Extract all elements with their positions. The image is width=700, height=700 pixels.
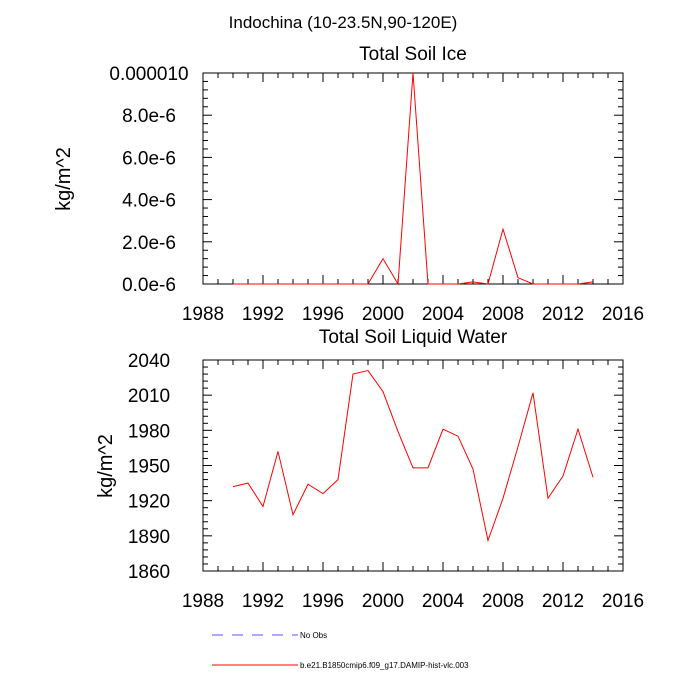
x-tick-label: 1996 (302, 591, 344, 612)
x-tick-label: 2008 (482, 304, 524, 325)
series-layer (233, 72, 594, 286)
figure-suptitle: Indochina (10-23.5N,90-120E) (229, 13, 458, 32)
x-ticks: 1988 1992 1996 2000 2004 2008 2012 2016 (182, 73, 644, 325)
legend: No Obs b.e21.B1850cmip6.f09_g17.DAMIP-hi… (212, 631, 469, 670)
y-tick-label: 4.0e-6 (122, 191, 176, 212)
panel-title: Total Soil Ice (359, 44, 467, 65)
x-tick-label: 2012 (542, 591, 584, 612)
legend-label-no-obs: No Obs (300, 631, 327, 640)
x-tick-label: 2008 (482, 591, 524, 612)
x-tick-label: 2016 (602, 304, 644, 325)
y-ticks: 0.0e-6 2.0e-6 4.0e-6 6.0e-6 8.0e-6 0.000010 (109, 64, 623, 296)
x-tick-label: 1996 (302, 304, 344, 325)
x-tick-label: 2004 (422, 591, 465, 612)
y-ticks: 1860 1890 1920 1950 1980 2010 2040 (128, 351, 623, 583)
y-tick-label: 8.0e-6 (122, 106, 176, 127)
legend-label-model: b.e21.B1850cmip6.f09_g17.DAMIP-hist-vlc.… (300, 661, 469, 670)
y-tick-label: 2010 (128, 386, 170, 407)
x-tick-label: 1992 (242, 591, 284, 612)
x-tick-label: 2000 (362, 304, 404, 325)
plot-frame (202, 72, 624, 285)
panel-soil-ice: Total Soil Ice kg/m^2 1988 1992 1996 2000 20… (53, 44, 644, 325)
x-tick-label: 2004 (422, 304, 465, 325)
panel-title: Total Soil Liquid Water (319, 327, 508, 348)
y-tick-label: 1920 (128, 492, 170, 513)
x-tick-label: 2016 (602, 591, 644, 612)
x-tick-label: 2012 (542, 304, 584, 325)
series-line (233, 72, 594, 286)
y-tick-label: 2040 (128, 351, 170, 372)
x-tick-label: 1988 (182, 591, 224, 612)
x-tick-label: 1992 (242, 304, 284, 325)
y-tick-label: 1980 (128, 421, 170, 442)
x-tick-label: 1988 (182, 304, 224, 325)
y-tick-label: 1860 (128, 562, 170, 583)
plot-frame (202, 359, 624, 572)
y-tick-label: 0.000010 (109, 64, 188, 85)
x-tick-label: 2000 (362, 591, 404, 612)
series-line (232, 369, 594, 543)
series-layer (232, 369, 594, 543)
y-axis-label: kg/m^2 (95, 434, 117, 498)
y-tick-label: 0.0e-6 (122, 275, 176, 296)
y-tick-label: 2.0e-6 (122, 233, 176, 254)
y-tick-label: 6.0e-6 (122, 148, 176, 169)
y-tick-label: 1890 (128, 527, 170, 548)
x-ticks: 1988 1992 1996 2000 2004 2008 2012 2016 (182, 360, 644, 612)
y-axis-label: kg/m^2 (53, 147, 75, 211)
y-tick-label: 1950 (128, 457, 170, 478)
panel-soil-liquid-water: Total Soil Liquid Water kg/m^2 1988 1992 1… (95, 327, 644, 612)
